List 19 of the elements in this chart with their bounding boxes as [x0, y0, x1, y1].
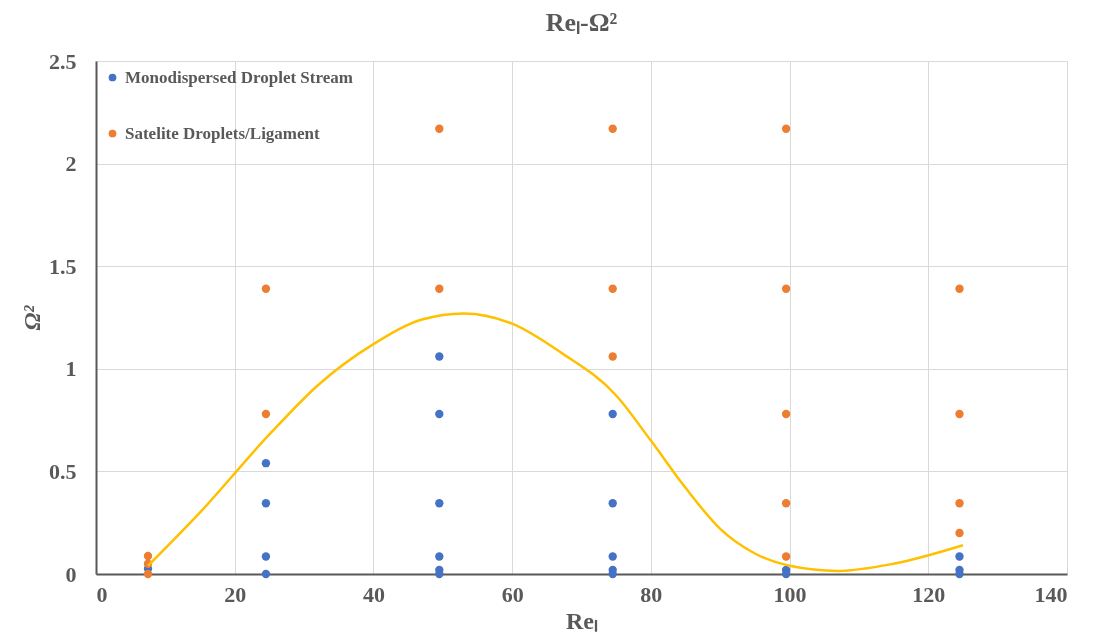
y-axis-title: Ω²: [19, 304, 45, 331]
x-tick-label: 140: [1034, 581, 1068, 607]
x-tick-label: 20: [224, 581, 247, 607]
y-tick-label: 2.5: [49, 48, 77, 74]
x-tick-label: 120: [912, 581, 946, 607]
x-tick-label: 40: [362, 581, 385, 607]
legend-label: Satelite Droplets/Ligament: [125, 123, 321, 143]
x-tick-label: 0: [96, 581, 108, 607]
chart-title: Reₗ-Ω²: [545, 8, 618, 37]
x-axis-title: Reₗ: [566, 607, 598, 634]
y-tick-label: 2: [65, 151, 77, 177]
x-tick-label: 100: [773, 581, 807, 607]
y-tick-label: 1: [65, 356, 77, 382]
y-tick-label: 1.5: [49, 253, 77, 279]
y-tick-label: 0.5: [49, 458, 77, 484]
x-tick-label: 80: [640, 581, 663, 607]
x-tick-label: 60: [501, 581, 524, 607]
y-tick-label: 0: [65, 561, 77, 587]
legend-label: Monodispersed Droplet Stream: [125, 67, 353, 87]
